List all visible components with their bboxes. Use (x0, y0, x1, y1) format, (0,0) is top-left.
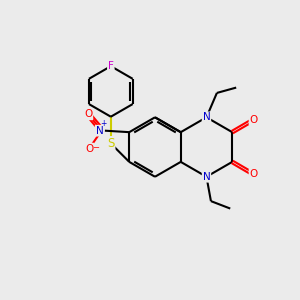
Text: −: − (92, 143, 99, 152)
Text: O: O (250, 115, 258, 125)
Text: F: F (108, 61, 114, 71)
Text: N: N (202, 172, 210, 182)
Text: N: N (96, 126, 104, 136)
Text: N: N (202, 112, 210, 122)
Text: O: O (85, 143, 93, 154)
Text: O: O (84, 109, 92, 119)
Text: O: O (250, 169, 258, 179)
Text: S: S (107, 137, 115, 150)
Text: +: + (100, 119, 107, 128)
